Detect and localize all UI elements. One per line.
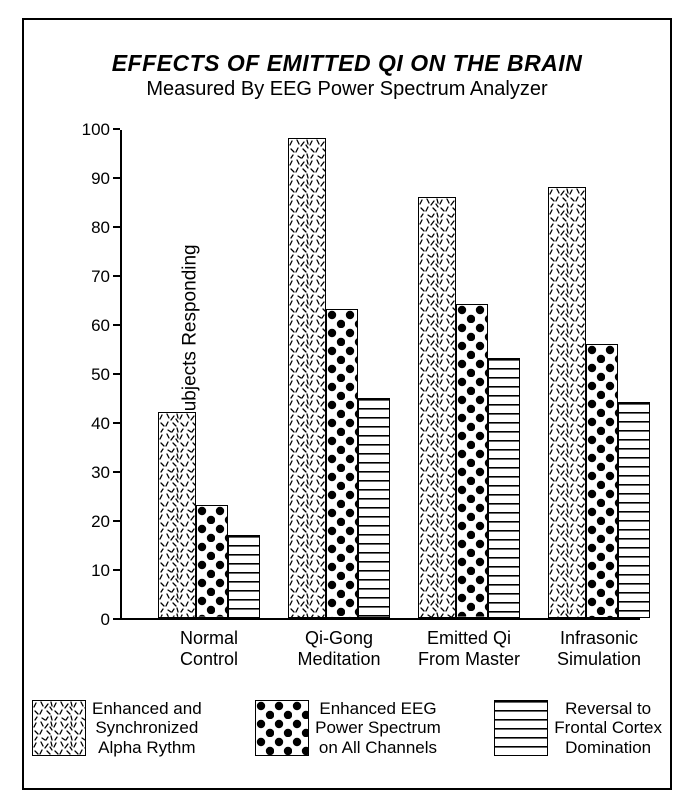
category-label: NormalControl [149,628,269,669]
y-tick-label: 20 [60,512,110,532]
bar [158,412,196,618]
y-tick [113,422,120,424]
bar [456,304,488,618]
legend-item: Enhanced andSynchronizedAlpha Rythm [32,688,202,768]
legend-text: Enhanced andSynchronizedAlpha Rythm [92,699,202,758]
y-tick-label: 60 [60,316,110,336]
bar [196,505,228,618]
y-tick-label: 30 [60,463,110,483]
y-tick [113,226,120,228]
y-tick-label: 70 [60,267,110,287]
chart-title: EFFECTS OF EMITTED QI ON THE BRAIN [0,50,694,77]
y-tick-label: 100 [60,120,110,140]
bar [548,187,586,618]
legend-text: Reversal toFrontal CortexDomination [554,699,662,758]
y-axis [120,130,122,620]
category-label: InfrasonicSimulation [539,628,659,669]
legend-item: Reversal toFrontal CortexDomination [494,688,662,768]
bar [228,535,260,618]
y-tick [113,471,120,473]
y-tick [113,569,120,571]
category-label: Qi-GongMeditation [279,628,399,669]
y-tick [113,128,120,130]
y-tick-label: 10 [60,561,110,581]
category-label: Emitted QiFrom Master [409,628,529,669]
y-tick [113,520,120,522]
y-tick-label: 50 [60,365,110,385]
y-tick [113,618,120,620]
y-tick-label: 0 [60,610,110,630]
bar [586,344,618,618]
bar [488,358,520,618]
y-tick-label: 90 [60,169,110,189]
y-tick-label: 80 [60,218,110,238]
y-tick [113,177,120,179]
bar [326,309,358,618]
bar [358,398,390,619]
bar [618,402,650,618]
y-tick [113,373,120,375]
legend-item: Enhanced EEGPower Spectrumon All Channel… [255,688,441,768]
legend-swatch [255,700,309,756]
bar [418,197,456,618]
plot-area: 0102030405060708090100 [120,130,640,620]
legend-text: Enhanced EEGPower Spectrumon All Channel… [315,699,441,758]
category-labels: NormalControlQi-GongMeditationEmitted Qi… [120,628,640,678]
legend-swatch [32,700,86,756]
bar [288,138,326,618]
legend: Enhanced andSynchronizedAlpha Rythm Enhan… [32,688,662,768]
y-tick-label: 40 [60,414,110,434]
y-tick [113,275,120,277]
y-tick [113,324,120,326]
chart-subtitle: Measured By EEG Power Spectrum Analyzer [0,78,694,101]
legend-swatch [494,700,548,756]
